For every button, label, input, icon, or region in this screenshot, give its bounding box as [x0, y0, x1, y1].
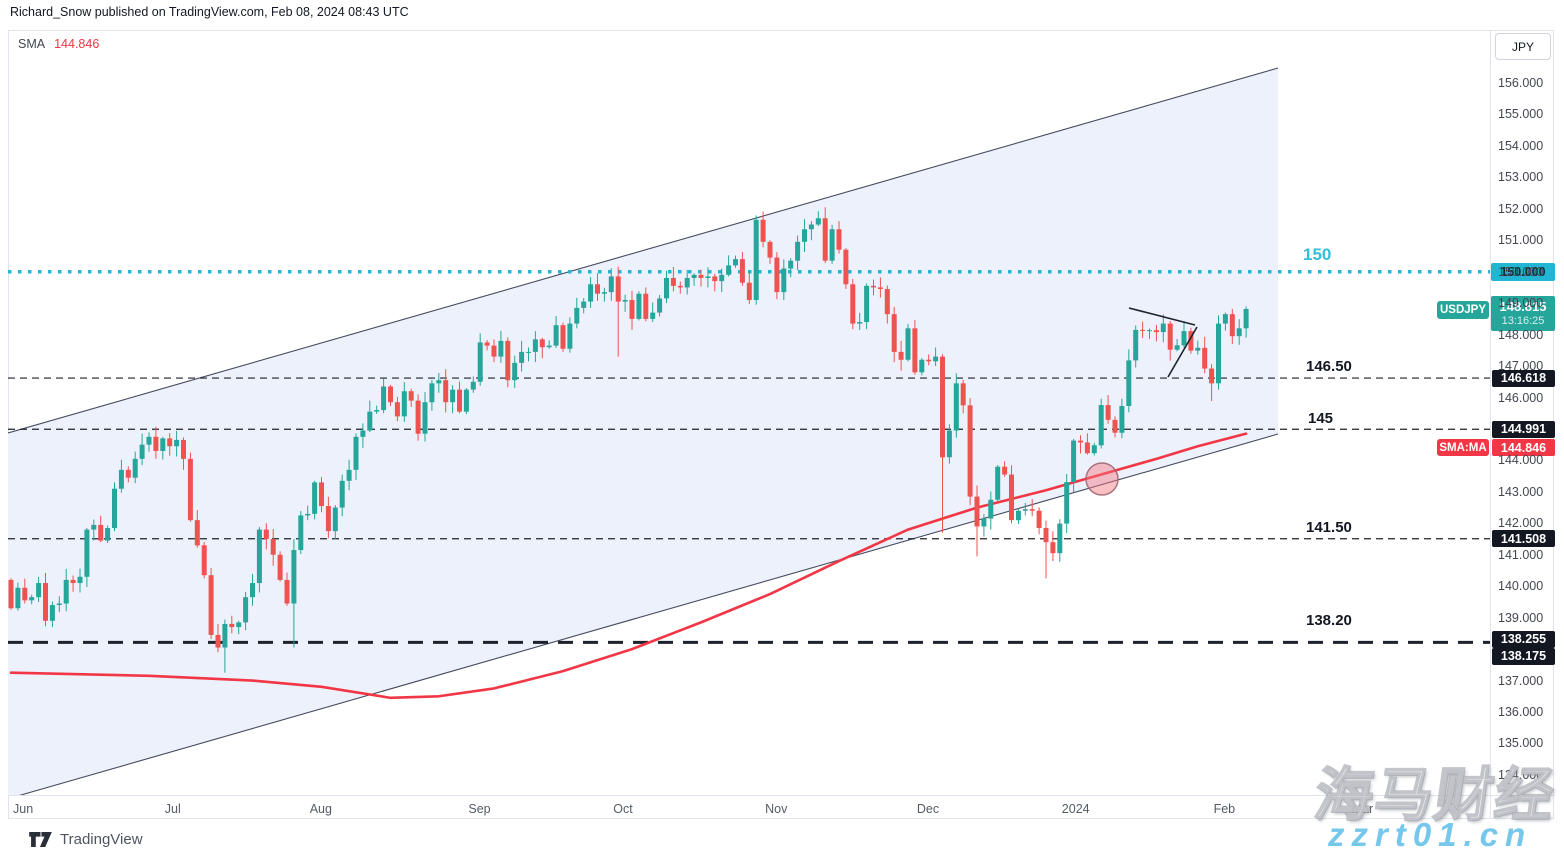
channel-upper-trendline: [8, 67, 1279, 434]
channel-fill: [8, 68, 1278, 795]
price-tick-150.000: 150.000: [1498, 264, 1544, 279]
wedge-trendline-1: [1128, 307, 1196, 326]
last-price-label: 148.815 13:16:25: [1491, 296, 1555, 331]
axis-level-label-146.618: 146.618: [1492, 369, 1555, 387]
time-label-Jun: Jun: [13, 802, 34, 816]
legend-indicator-value: 144.846: [54, 37, 100, 51]
axis-separator: [1490, 30, 1491, 819]
time-label-Dec: Dec: [916, 802, 940, 816]
time-label-Aug: Aug: [309, 802, 332, 816]
last-price-value: 148.815: [1499, 298, 1547, 314]
circle-annotation: [1085, 462, 1119, 496]
bar-countdown: 13:16:25: [1501, 314, 1545, 327]
indicator-legend[interactable]: SMA 144.846: [18, 37, 99, 51]
time-label-Feb: Feb: [1213, 802, 1236, 816]
price-tick-144.000: 144.000: [1498, 453, 1544, 468]
price-tick-153.000: 153.000: [1498, 170, 1544, 185]
price-chart[interactable]: [8, 30, 1490, 795]
price-tick-151.000: 151.000: [1498, 233, 1544, 248]
channel-lower-trendline: [19, 433, 1279, 795]
price-tick-154.000: 154.000: [1498, 138, 1544, 153]
time-label-Mar: Mar: [1351, 802, 1374, 816]
level-price-label-150: 150.000: [1491, 262, 1555, 281]
tradingview-logo-text: TradingView: [60, 831, 143, 848]
time-label-Sep: Sep: [468, 802, 491, 816]
time-axis[interactable]: [8, 796, 1490, 820]
axis-level-label-141.508: 141.508: [1492, 530, 1555, 548]
price-tick-141.000: 141.000: [1498, 547, 1544, 562]
time-label-2024: 2024: [1061, 802, 1090, 816]
legend-indicator-name: SMA: [18, 37, 46, 51]
price-tick-155.000: 155.000: [1498, 107, 1544, 122]
wedge-trendline-2: [1167, 326, 1198, 378]
price-tick-146.000: 146.000: [1498, 390, 1544, 405]
price-tick-149.000: 149.000: [1498, 296, 1544, 311]
price-tick-142.000: 142.000: [1498, 516, 1544, 531]
symbol-tag: USDJPY: [1437, 301, 1489, 319]
price-tick-135.000: 135.000: [1498, 736, 1544, 751]
time-label-Jul: Jul: [164, 802, 181, 816]
candlestick-series: [8, 218, 1249, 648]
price-tick-134.000: 134.000: [1498, 767, 1544, 782]
axis-level-label-138.255: 138.255: [1492, 630, 1555, 648]
level-label-138.20: 138.20: [1306, 612, 1352, 629]
price-tick-156.000: 156.000: [1498, 76, 1544, 90]
price-tick-143.000: 143.000: [1498, 484, 1544, 499]
price-tick-152.000: 152.000: [1498, 201, 1544, 216]
time-label-Nov: Nov: [765, 802, 788, 816]
tradingview-attribution[interactable]: TradingView: [28, 831, 143, 848]
level-label-141.50: 141.50: [1306, 519, 1352, 536]
axis-level-label-138.175: 138.175: [1492, 647, 1555, 665]
byline: Richard_Snow published on TradingView.co…: [10, 5, 409, 19]
currency-button[interactable]: JPY: [1495, 33, 1551, 60]
watermark-line2: zzrt01.cn: [1328, 816, 1533, 853]
level-label-146.50: 146.50: [1306, 358, 1352, 375]
price-tick-137.000: 137.000: [1498, 673, 1544, 688]
time-axis-separator: [8, 795, 1555, 796]
sma-price-label: 144.846: [1492, 439, 1555, 456]
sma-tag: SMA:MA: [1437, 439, 1489, 456]
time-label-Oct: Oct: [613, 802, 633, 816]
axis-level-label-144.991: 144.991: [1492, 420, 1555, 438]
level-label-145: 145: [1308, 410, 1334, 427]
price-tick-140.000: 140.000: [1498, 579, 1544, 594]
level-label-150: 150: [1303, 245, 1332, 264]
price-tick-147.000: 147.000: [1498, 359, 1544, 374]
tradingview-logo-icon: [29, 831, 52, 848]
price-tick-136.000: 136.000: [1498, 705, 1544, 719]
price-tick-139.000: 139.000: [1498, 610, 1544, 625]
price-tick-148.000: 148.000: [1498, 327, 1544, 342]
sma-line: [9, 432, 1248, 700]
